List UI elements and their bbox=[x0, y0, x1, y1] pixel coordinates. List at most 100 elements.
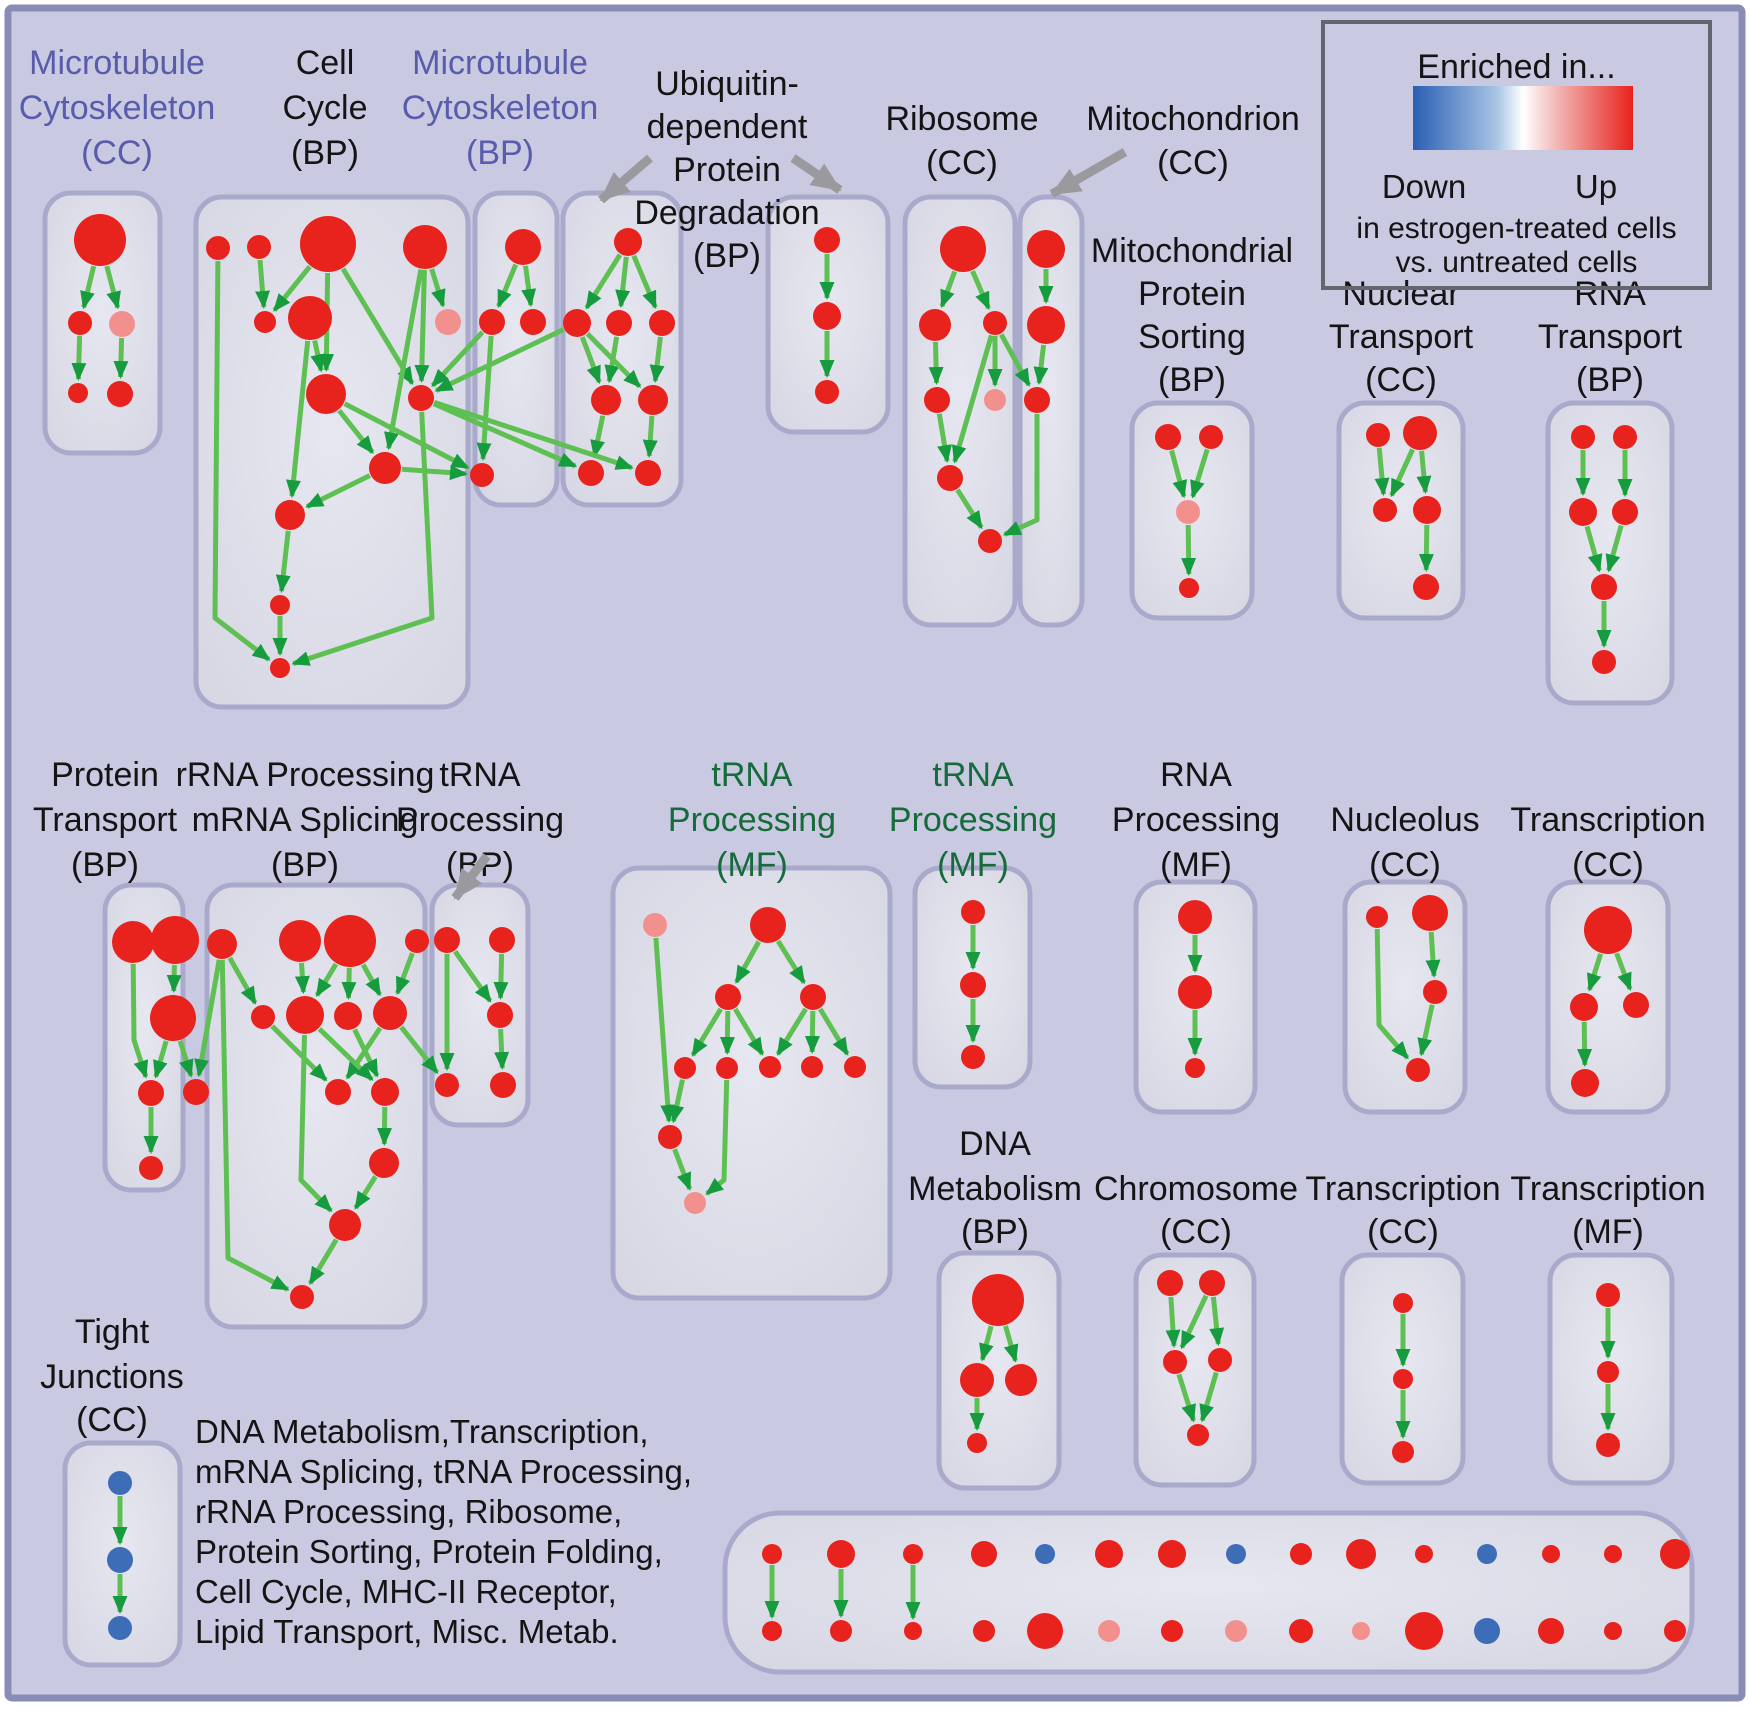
edge bbox=[955, 488, 984, 530]
go-term-node bbox=[1538, 1618, 1564, 1644]
edge bbox=[970, 270, 991, 311]
cluster-label-rna-transport: Transport bbox=[1538, 318, 1683, 356]
go-term-node bbox=[109, 311, 135, 337]
go-term-node bbox=[844, 1056, 866, 1078]
go-term-node bbox=[251, 1005, 275, 1029]
go-term-node bbox=[1591, 574, 1617, 600]
legend-subtitle-2: vs. untreated cells bbox=[1395, 246, 1638, 279]
go-term-node bbox=[107, 1547, 133, 1573]
go-term-node bbox=[1158, 1540, 1186, 1568]
legend-box: Enriched in... Down Up in estrogen-treat… bbox=[1321, 20, 1712, 290]
go-term-node bbox=[643, 913, 667, 937]
cluster-label-trna-mf-2: (MF) bbox=[937, 846, 1009, 884]
go-term-node bbox=[978, 529, 1002, 553]
go-term-node bbox=[373, 996, 407, 1030]
go-term-node bbox=[984, 389, 1006, 411]
edge bbox=[734, 940, 761, 984]
go-term-node bbox=[434, 927, 460, 953]
edge bbox=[653, 937, 676, 1123]
cluster-label-trna-mf-2: Processing bbox=[889, 801, 1057, 839]
go-term-node bbox=[649, 310, 675, 336]
go-term-node bbox=[1592, 650, 1616, 674]
edge bbox=[1584, 525, 1603, 573]
edge bbox=[341, 967, 357, 1000]
edge bbox=[939, 270, 958, 309]
edge bbox=[255, 259, 270, 309]
go-term-node bbox=[759, 1056, 781, 1078]
edge bbox=[337, 408, 375, 454]
cluster-label-nuclear-transport: (CC) bbox=[1365, 361, 1437, 399]
go-term-node bbox=[247, 235, 271, 259]
go-term-node bbox=[470, 463, 494, 487]
go-term-node bbox=[1366, 906, 1388, 928]
go-term-node bbox=[408, 385, 434, 411]
edge bbox=[585, 331, 642, 389]
go-term-node bbox=[924, 387, 950, 413]
go-term-node bbox=[972, 1274, 1024, 1326]
go-term-node bbox=[1161, 1620, 1183, 1642]
go-term-node bbox=[1413, 496, 1441, 524]
cluster-box-nuclear-transport bbox=[1336, 400, 1466, 621]
cluster-box-chromosome bbox=[1133, 1252, 1257, 1488]
edge bbox=[719, 1010, 735, 1055]
summary-note-line: rRNA Processing, Ribosome, bbox=[195, 1493, 622, 1530]
go-term-node bbox=[1392, 1441, 1414, 1463]
go-term-node bbox=[1597, 1361, 1619, 1383]
go-term-node bbox=[715, 984, 741, 1010]
go-term-node bbox=[1405, 1612, 1443, 1650]
go-term-node bbox=[903, 1544, 923, 1564]
edge bbox=[818, 1007, 850, 1056]
go-term-node bbox=[1289, 1619, 1313, 1643]
edge bbox=[317, 1027, 374, 1082]
go-term-node bbox=[371, 1078, 399, 1106]
legend-down-label: Down bbox=[1381, 168, 1467, 205]
go-term-node bbox=[324, 915, 376, 967]
cluster-label-ubiquitin-1: (BP) bbox=[693, 237, 761, 275]
go-term-node bbox=[815, 380, 839, 404]
go-term-node bbox=[937, 465, 963, 491]
cluster-box-transcription-cc-2 bbox=[1339, 1252, 1466, 1486]
edge bbox=[669, 1079, 685, 1124]
go-term-node bbox=[329, 1209, 361, 1241]
cluster-label-trna-mf-1: tRNA bbox=[711, 756, 793, 794]
go-term-node bbox=[960, 1363, 994, 1397]
edge bbox=[1614, 952, 1633, 991]
edge bbox=[804, 1010, 820, 1054]
cluster-label-mito-protein-sorting: Protein bbox=[1138, 275, 1246, 313]
edge bbox=[733, 1007, 765, 1056]
go-term-node bbox=[961, 1045, 985, 1069]
go-term-node bbox=[971, 1541, 997, 1567]
go-term-node bbox=[904, 1622, 922, 1640]
go-term-node bbox=[1542, 1545, 1560, 1563]
edge bbox=[430, 330, 485, 388]
annotation-arrow bbox=[598, 154, 653, 204]
cluster-label-transcription-cc-2: (CC) bbox=[1367, 1213, 1439, 1251]
go-term-node bbox=[578, 460, 604, 486]
cluster-label-trna-bp: Processing bbox=[396, 801, 564, 839]
legend-title: Enriched in... bbox=[1417, 48, 1616, 86]
summary-note-line: mRNA Splicing, tRNA Processing, bbox=[195, 1453, 692, 1490]
go-term-node bbox=[1366, 423, 1390, 447]
cluster-label-protein-transport: Transport bbox=[33, 801, 178, 839]
go-term-node bbox=[563, 309, 591, 337]
edge bbox=[384, 269, 424, 451]
edge bbox=[928, 341, 944, 385]
go-term-node bbox=[1406, 1058, 1430, 1082]
cluster-label-microtubule-cc: Cytoskeleton bbox=[19, 89, 216, 127]
go-term-node bbox=[813, 302, 841, 330]
edge bbox=[340, 267, 415, 386]
cluster-label-dna-metabolism: DNA bbox=[959, 1125, 1031, 1163]
cluster-label-transcription-cc-1: (CC) bbox=[1572, 846, 1644, 884]
edge bbox=[1190, 448, 1210, 499]
go-term-node bbox=[1199, 1270, 1225, 1296]
go-term-node bbox=[1185, 1058, 1205, 1078]
edge bbox=[672, 1148, 693, 1191]
cluster-label-rna-processing-mf: Processing bbox=[1112, 801, 1280, 839]
go-term-node bbox=[300, 216, 356, 272]
edge bbox=[1176, 1373, 1196, 1423]
go-term-node bbox=[1226, 1544, 1246, 1564]
cluster-label-mito-protein-sorting: Sorting bbox=[1138, 318, 1246, 356]
cluster-label-ubiquitin-1: dependent bbox=[647, 108, 808, 146]
edge bbox=[166, 964, 182, 993]
cluster-label-ubiquitin-1: Ubiquitin- bbox=[655, 65, 799, 103]
